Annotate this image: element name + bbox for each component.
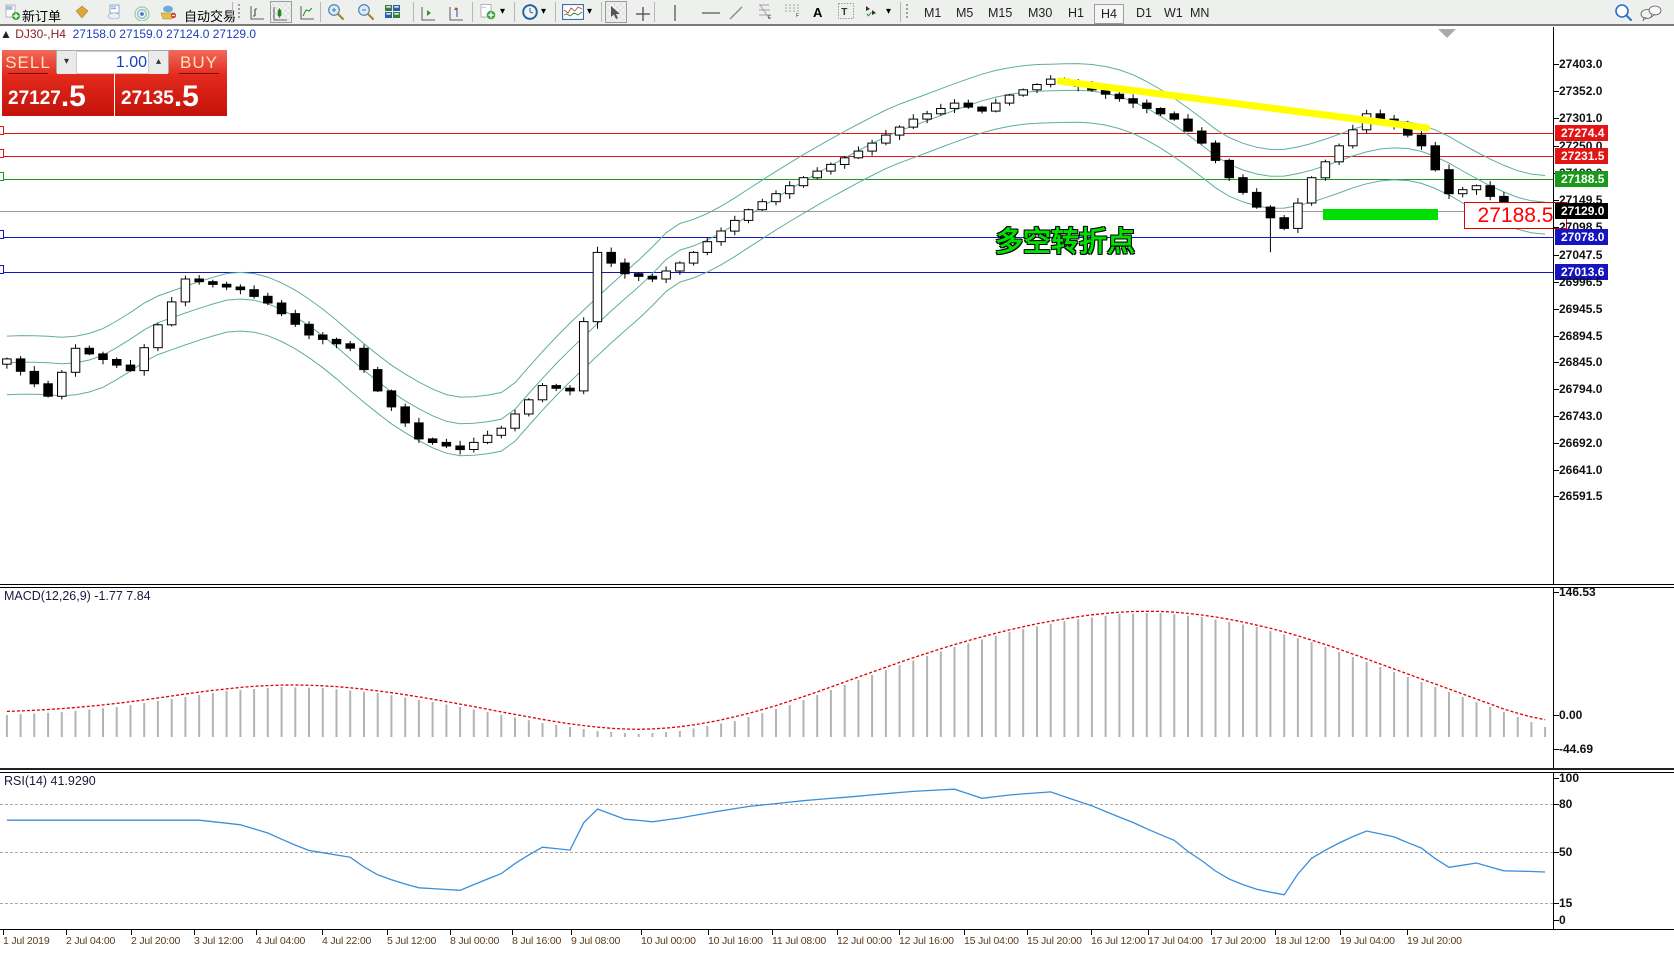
svg-text:F: F [796, 13, 799, 18]
svg-text:E: E [768, 15, 772, 20]
svg-text:T: T [841, 7, 847, 18]
